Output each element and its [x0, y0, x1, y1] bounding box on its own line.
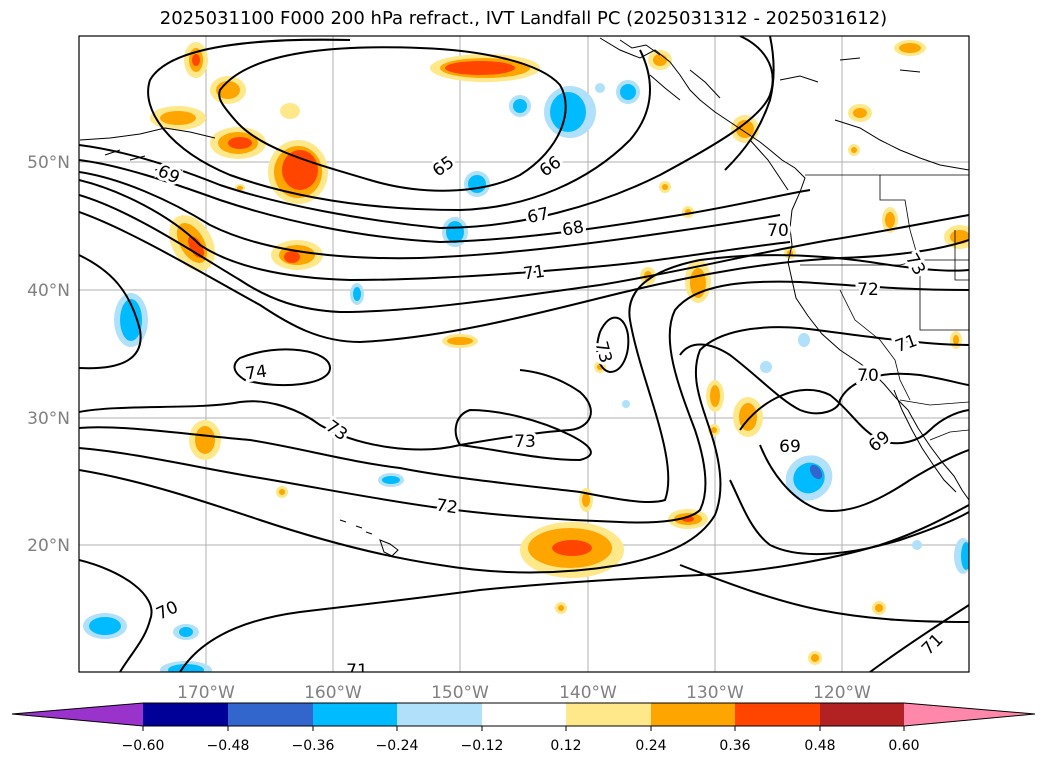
- lat-label: 40°N: [27, 281, 70, 301]
- refractivity-contours: [79, 36, 969, 672]
- longitude-labels: 170°W 160°W 150°W 140°W 130°W 120°W: [177, 683, 871, 703]
- ivt-patch-aleutian: [268, 140, 328, 204]
- colorbar-segment: [228, 703, 313, 726]
- ivt-patch-hawaii-east: [520, 488, 708, 614]
- map-title: 2025031100 F000 200 hPa refract., IVT La…: [159, 8, 888, 29]
- ivt-patch-subtropics: [189, 334, 478, 498]
- colorbar-segment: [735, 703, 820, 726]
- contour-label: 74: [244, 362, 268, 385]
- lat-label: 20°N: [27, 536, 70, 556]
- ivt-patch-north: [430, 54, 540, 82]
- ivt-patch-west-pacific: [169, 215, 323, 271]
- colorbar-segment: [397, 703, 482, 726]
- colorbar-segment: [820, 703, 904, 726]
- colorbar-segment: [482, 703, 566, 726]
- lon-label: 170°W: [177, 683, 235, 703]
- colorbar-tick-label: 0.24: [635, 738, 666, 754]
- ivt-patch-east-pacific: [594, 181, 886, 665]
- contour-label: 70: [767, 221, 789, 241]
- colorbar-tick-label: 0.60: [888, 738, 919, 754]
- contour-label: 71: [346, 661, 368, 681]
- colorbar-tick-label: 0.48: [804, 738, 835, 754]
- lon-label: 140°W: [559, 683, 617, 703]
- lon-label: 160°W: [304, 683, 362, 703]
- colorbar-segment: [143, 703, 228, 726]
- negative-anomaly-patches: [83, 80, 969, 672]
- plot-frame: [78, 35, 970, 673]
- ivt-patch-bering: [150, 42, 300, 159]
- colorbar: −0.60 −0.48 −0.36 −0.24 −0.12 0.12 0.24 …: [11, 702, 1036, 754]
- lat-label: 30°N: [27, 409, 70, 429]
- contour-label: 73: [514, 432, 536, 452]
- colorbar-segment: [651, 703, 735, 726]
- latitude-labels: 50°N 40°N 30°N 20°N: [27, 153, 70, 556]
- colorbar-tick-label: −0.24: [376, 738, 419, 754]
- coastlines: [79, 37, 969, 557]
- lat-label: 50°N: [27, 153, 70, 173]
- colorbar-tick-label: 0.36: [719, 738, 750, 754]
- plot-background: [79, 36, 969, 672]
- lon-label: 150°W: [431, 683, 489, 703]
- colorbar-tick-label: −0.12: [461, 738, 504, 754]
- contour-label: 72: [857, 280, 879, 300]
- lon-label: 130°W: [686, 683, 744, 703]
- contour-label: 71: [522, 262, 546, 285]
- colorbar-tick-label: −0.36: [292, 738, 335, 754]
- colorbar-tick-label: 0.12: [550, 738, 581, 754]
- contour-label: 72: [435, 496, 459, 519]
- colorbar-extend-low: [12, 703, 143, 726]
- colorbar-extend-high: [904, 703, 1035, 726]
- colorbar-tick-label: −0.60: [122, 738, 165, 754]
- contour-label: 69: [779, 437, 801, 457]
- colorbar-tick-label: −0.48: [207, 738, 250, 754]
- colorbar-segment: [566, 703, 651, 726]
- contour-label: 68: [561, 217, 586, 240]
- lon-label: 120°W: [813, 683, 871, 703]
- political-borders: [800, 174, 969, 441]
- colorbar-segment: [313, 703, 397, 726]
- contour-label: 70: [857, 366, 879, 386]
